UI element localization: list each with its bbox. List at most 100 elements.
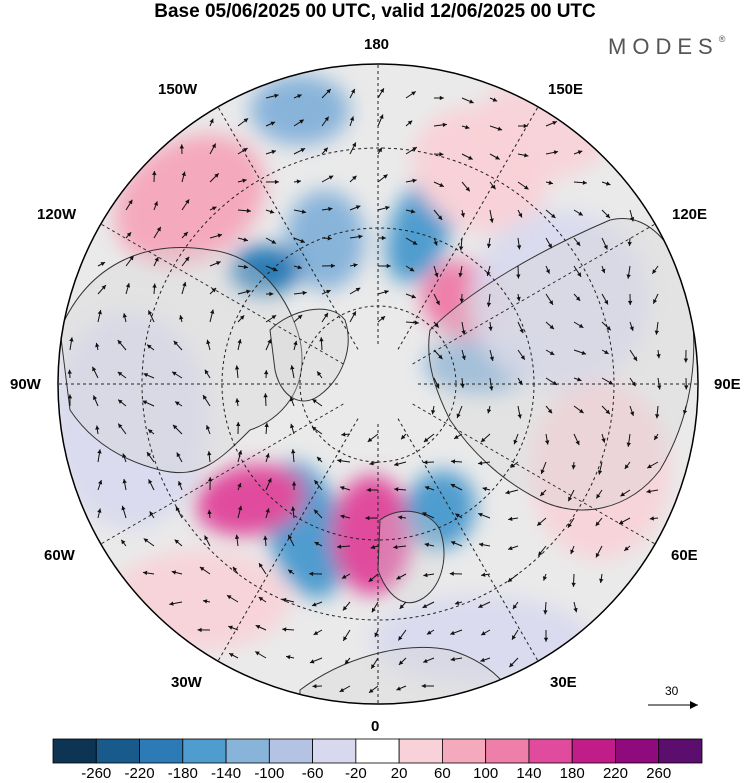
wind-arrow: [486, 265, 491, 277]
meridian-line: [397, 106, 539, 350]
anomaly-east-siberian: [285, 190, 365, 290]
wind-arrow: [626, 433, 631, 447]
wind-arrow: [480, 629, 491, 636]
wind-arrow: [424, 542, 435, 547]
wind-arrow: [263, 535, 268, 547]
wind-arrow: [349, 116, 355, 127]
background-anomaly-patch: [470, 80, 610, 180]
wind-arrow: [461, 153, 473, 160]
wind-arrow: [486, 237, 492, 249]
wind-arrow: [232, 566, 239, 575]
wind-arrow: [405, 146, 418, 155]
wind-arrow: [601, 349, 609, 355]
wind-arrow: [172, 424, 183, 435]
wind-arrow: [169, 601, 183, 606]
wind-arrow: [265, 93, 279, 99]
wind-arrow: [433, 152, 444, 157]
wind-arrow: [181, 199, 190, 211]
wind-arrow: [460, 377, 465, 388]
wind-arrow: [181, 256, 190, 267]
wind-arrow: [370, 544, 379, 550]
background-anomaly-patch: [470, 210, 650, 390]
wind-arrow: [290, 506, 296, 519]
wind-arrow: [206, 425, 211, 435]
colorbar-segment: [441, 738, 487, 764]
wind-arrow: [199, 566, 211, 575]
wind-arrow: [540, 461, 547, 475]
wind-arrow: [349, 142, 357, 155]
wind-arrow: [311, 601, 323, 607]
wind-arrow: [433, 95, 444, 101]
wind-arrow: [117, 339, 127, 351]
colorbar-segment: [528, 738, 573, 764]
wind-arrow: [601, 433, 606, 443]
wind-arrow: [627, 293, 633, 305]
wind-arrow: [293, 265, 303, 270]
wind-arrow: [396, 685, 407, 691]
wind-arrow: [597, 461, 603, 475]
wind-arrow: [142, 570, 155, 576]
colorbar-segment: [139, 738, 184, 764]
wind-arrow: [629, 405, 635, 417]
wind-arrow: [153, 256, 159, 267]
reference-vector: [648, 701, 698, 709]
wind-arrow: [683, 349, 689, 363]
wind-arrow: [433, 293, 440, 306]
wind-arrow: [377, 235, 386, 241]
latitude-circle: [141, 147, 615, 621]
wind-arrow: [265, 149, 277, 155]
wind-arrow: [426, 629, 435, 635]
colorbar-segment: [485, 738, 530, 764]
wind-arrow: [507, 573, 519, 583]
wind-arrow: [153, 226, 162, 239]
wind-arrow: [423, 572, 435, 578]
meridian-line: [412, 223, 656, 365]
wind-arrow: [377, 315, 386, 323]
wind-arrow: [67, 369, 72, 379]
wind-arrow: [287, 569, 295, 575]
wind-arrow: [455, 513, 463, 519]
wind-arrow: [545, 349, 555, 356]
eurasia-landmass: [428, 218, 695, 511]
wind-arrow: [321, 236, 332, 241]
wind-arrow: [377, 174, 388, 183]
registered-mark: ®: [718, 34, 726, 44]
wind-arrow: [599, 573, 604, 584]
wind-arrow: [544, 433, 550, 445]
wind-arrow: [209, 143, 217, 155]
wind-arrow: [174, 401, 183, 407]
wind-arrow: [207, 451, 212, 463]
anomaly-north-america-west: [230, 245, 300, 295]
wind-arrow: [171, 371, 183, 379]
anomaly-labrador: [195, 464, 305, 536]
wind-arrow: [508, 516, 519, 522]
wind-arrow: [237, 315, 245, 323]
polar-map: [57, 63, 699, 709]
wind-arrow: [393, 461, 407, 467]
brand-logo: MODES®: [608, 34, 725, 60]
wind-arrow: [173, 340, 183, 351]
wind-arrow: [629, 377, 636, 387]
wind-arrow: [293, 119, 305, 127]
wind-arrow: [339, 486, 351, 491]
wind-arrow: [237, 289, 251, 295]
wind-arrow: [293, 209, 307, 214]
wind-arrow: [95, 342, 100, 351]
label-lon-30w: 30W: [171, 674, 202, 691]
wind-arrow: [125, 283, 131, 295]
wind-arrow: [377, 289, 389, 295]
wind-arrow: [478, 601, 491, 608]
wind-arrow: [265, 265, 278, 272]
colorbar-tick-label: 260: [646, 765, 672, 782]
wind-arrow: [646, 461, 659, 469]
wind-arrow: [489, 97, 498, 102]
wind-arrow: [488, 321, 493, 331]
wind-arrow: [516, 237, 522, 250]
colorbar-tick-label: 60: [434, 765, 451, 782]
wind-arrow: [517, 153, 529, 158]
wind-arrow: [433, 265, 439, 278]
wind-arrow: [573, 433, 580, 446]
label-lon-180: 180: [364, 36, 390, 53]
wind-arrow: [601, 237, 608, 250]
wind-arrow: [545, 293, 554, 306]
